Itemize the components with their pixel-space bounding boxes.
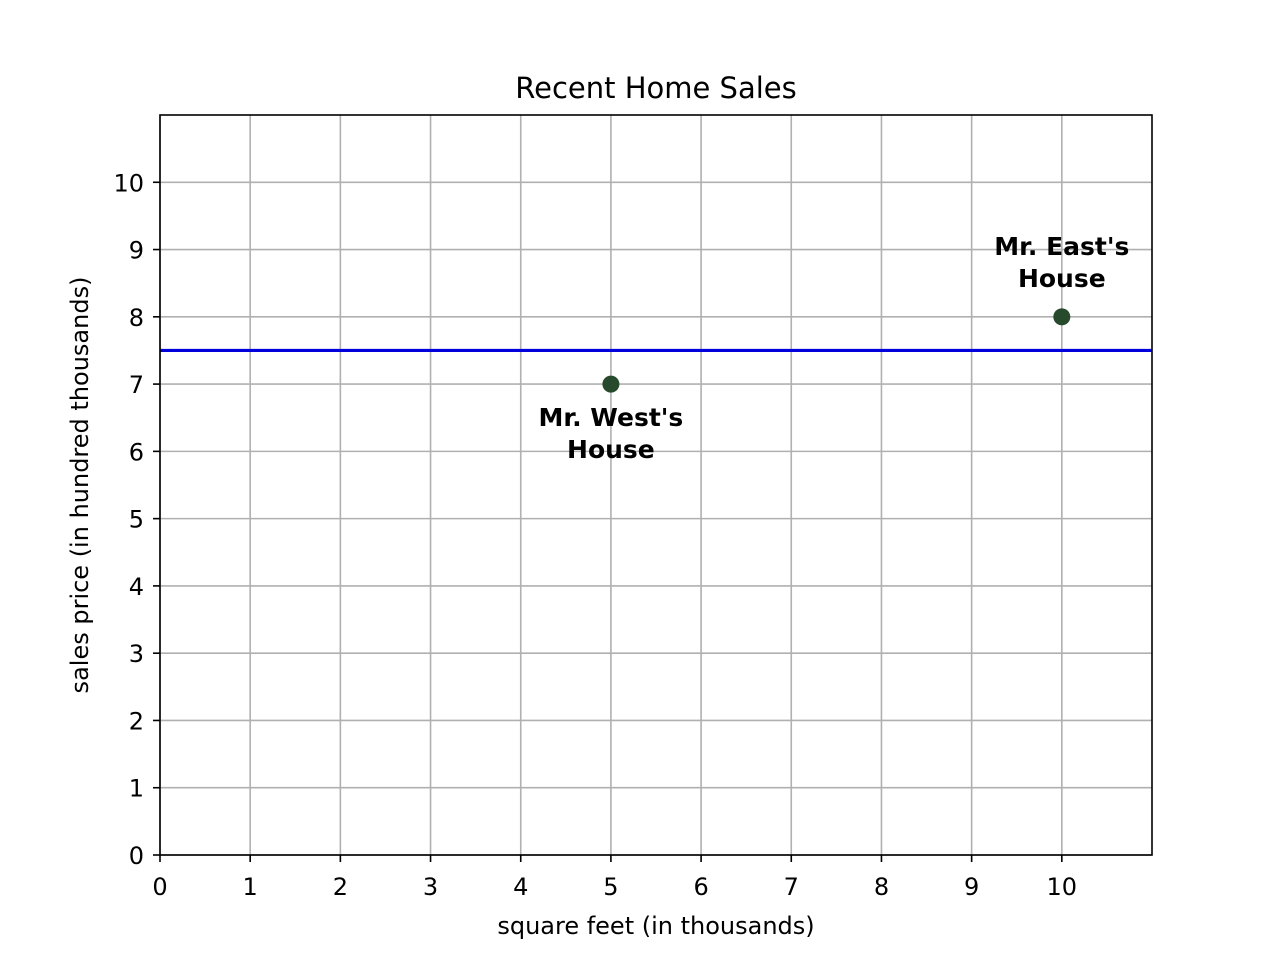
y-tick-label: 5 [129, 506, 144, 534]
y-axis-label: sales price (in hundred thousands) [66, 277, 94, 694]
y-tick-label: 1 [129, 775, 144, 803]
x-tick-label: 1 [243, 873, 258, 901]
x-axis-label: square feet (in thousands) [497, 912, 814, 940]
chart-title: Recent Home Sales [515, 71, 797, 105]
y-tick-label: 8 [129, 304, 144, 332]
y-tick-label: 0 [129, 842, 144, 870]
point-annotation: House [567, 435, 655, 464]
data-point [602, 376, 619, 393]
x-tick-label: 0 [152, 873, 167, 901]
y-tick-label: 4 [129, 573, 144, 601]
y-tick-label: 2 [129, 707, 144, 735]
data-point [1053, 308, 1070, 325]
y-tick-label: 3 [129, 640, 144, 668]
point-annotation: Mr. East's [994, 232, 1129, 261]
x-tick-label: 10 [1047, 873, 1078, 901]
y-tick-label: 6 [129, 438, 144, 466]
point-annotation: House [1018, 264, 1106, 293]
x-tick-label: 8 [874, 873, 889, 901]
y-tick-label: 10 [113, 169, 144, 197]
x-tick-label: 3 [423, 873, 438, 901]
x-tick-label: 4 [513, 873, 528, 901]
x-tick-label: 7 [784, 873, 799, 901]
y-tick-label: 7 [129, 371, 144, 399]
x-tick-label: 6 [693, 873, 708, 901]
x-tick-label: 2 [333, 873, 348, 901]
x-tick-label: 5 [603, 873, 618, 901]
y-tick-label: 9 [129, 237, 144, 265]
x-tick-label: 9 [964, 873, 979, 901]
point-annotation: Mr. West's [538, 403, 683, 432]
